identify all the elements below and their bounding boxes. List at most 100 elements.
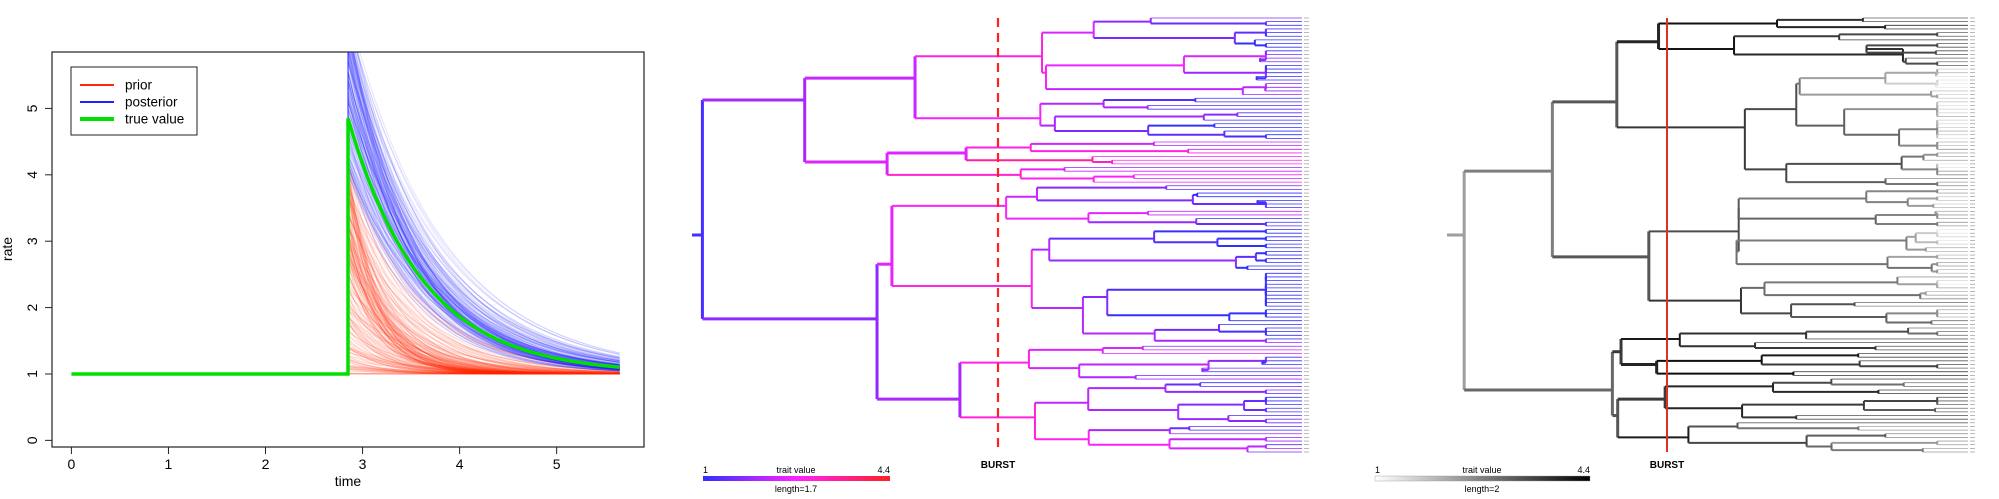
posterior-curve (347, 114, 620, 374)
posterior-curve (347, 163, 620, 374)
prior-curve (347, 254, 620, 375)
tree-branches (692, 17, 1309, 453)
prior-curve (347, 352, 620, 374)
prior-curve (347, 173, 620, 374)
posterior-curve (347, 52, 620, 374)
prior-curve (347, 232, 620, 375)
prior-curve (347, 233, 620, 375)
prior-curve (347, 225, 620, 374)
posterior-curve (347, 154, 620, 374)
posterior-curve (347, 154, 620, 374)
prior-curve (347, 190, 620, 374)
prior-curve (347, 223, 620, 375)
prior-curve (347, 267, 620, 375)
prior-curve (347, 274, 620, 375)
prior-curve (347, 171, 620, 375)
prior-curve (347, 356, 620, 375)
legend-posterior-label: posterior (125, 95, 178, 110)
posterior-curve (347, 165, 620, 374)
prior-curve (347, 227, 620, 374)
prior-curve (347, 243, 620, 374)
prior-curve (347, 365, 620, 375)
prior-curve (347, 249, 620, 375)
posterior-curve (347, 61, 620, 374)
y-tick-label: 0 (24, 436, 40, 444)
posterior-curve (347, 64, 620, 374)
x-tick-label: 0 (68, 456, 76, 472)
posterior-curve (347, 52, 620, 374)
prior-curve (347, 365, 620, 375)
prior-curve (347, 277, 620, 375)
prior-curve (347, 183, 620, 374)
prior-curve (347, 294, 620, 375)
prior-curve (347, 241, 620, 375)
prior-curve (347, 232, 620, 375)
prior-curve (347, 233, 620, 375)
posterior-curve (347, 102, 620, 374)
prior-curve (347, 361, 620, 375)
prior-curve (347, 337, 620, 375)
posterior-curve (347, 52, 620, 374)
colorbar-length-label: length=2 (1465, 484, 1500, 494)
prior-curve (347, 165, 620, 375)
posterior-curve (347, 115, 620, 374)
prior-curve (347, 193, 620, 375)
posterior-curve (347, 61, 620, 374)
prior-curve (347, 255, 620, 375)
colorbar-title: trait value (776, 465, 815, 475)
prior-curve (347, 363, 620, 375)
prior-curve (347, 263, 620, 375)
prior-curve (347, 261, 620, 374)
posterior-curve (347, 95, 620, 374)
prior-curve (347, 361, 620, 375)
prior-curve (347, 253, 620, 375)
posterior-curve (347, 52, 620, 374)
prior-curve (347, 345, 620, 375)
posterior-curve (347, 98, 620, 374)
posterior-curve (347, 52, 620, 374)
axes: 0 1 2 3 4 5 0 1 2 3 4 5 (24, 104, 561, 472)
prior-curve (347, 279, 620, 375)
prior-curve (347, 214, 620, 374)
posterior-curve (347, 172, 620, 374)
prior-curve (347, 195, 620, 374)
prior-curve (347, 187, 620, 374)
prior-curve (347, 238, 620, 374)
prior-curve (347, 223, 620, 374)
posterior-curve (347, 61, 620, 374)
prior-curve (347, 364, 620, 375)
prior-curve (347, 351, 620, 375)
posterior-curve (347, 70, 620, 374)
prior-curve (347, 282, 620, 374)
prior-curve (347, 318, 620, 375)
prior-curve (347, 365, 620, 375)
posterior-curve (347, 98, 620, 374)
prior-curve (347, 315, 620, 375)
posterior-curve (347, 52, 620, 374)
prior-curve (347, 256, 620, 375)
prior-curve (347, 178, 620, 375)
prior-curve (347, 346, 620, 375)
prior-curve (347, 288, 620, 375)
prior-curve (347, 173, 620, 375)
posterior-curve (347, 83, 620, 374)
prior-curve (347, 184, 620, 375)
prior-curve (347, 359, 620, 375)
prior-curve (347, 182, 620, 375)
posterior-curve (347, 52, 620, 374)
y-tick-label: 5 (24, 104, 40, 112)
posterior-curve (347, 80, 620, 374)
prior-curve (347, 317, 620, 375)
posterior-curve (347, 122, 620, 374)
colorbar-max-label: 4.4 (877, 465, 890, 475)
posterior-curve (347, 159, 620, 374)
prior-curve (347, 272, 620, 375)
prior-curve (347, 244, 620, 375)
posterior-curve (347, 52, 620, 374)
prior-curve (347, 309, 620, 374)
prior-curve (347, 290, 620, 374)
prior-curve (347, 192, 620, 375)
posterior-curve (347, 52, 620, 374)
x-tick-label: 3 (359, 456, 367, 472)
